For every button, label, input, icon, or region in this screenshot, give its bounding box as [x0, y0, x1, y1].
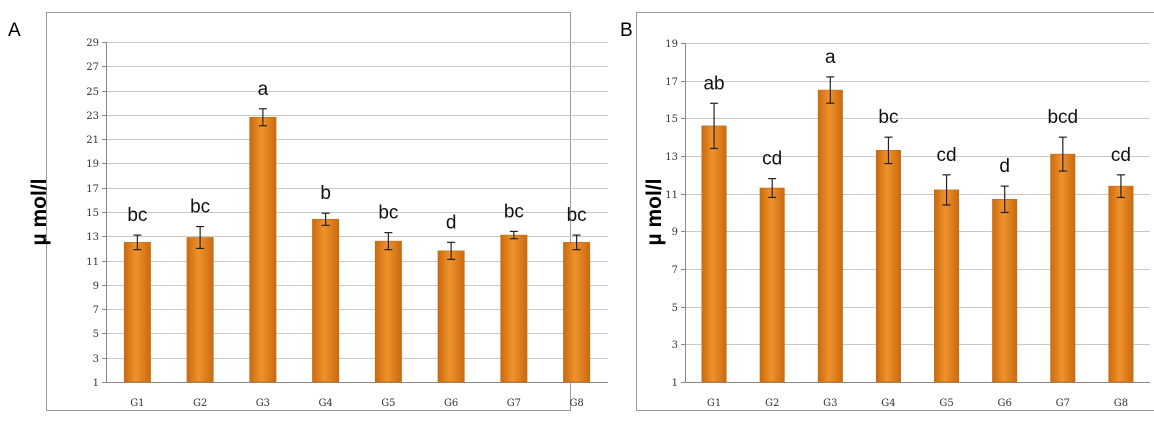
y-tick-label: 17 [665, 77, 678, 88]
significance-label: d [999, 156, 1010, 177]
bar-g3 [249, 116, 277, 383]
significance-label: cd [937, 145, 957, 166]
y-tick-label: 1 [672, 378, 678, 389]
x-tick-label: G8 [569, 398, 583, 409]
significance-label: bc [190, 197, 210, 218]
x-tick-label: G2 [765, 398, 779, 409]
x-tick-label: G3 [823, 398, 837, 409]
y-axis-title: µ mol/l [28, 179, 51, 246]
bar-g8 [1108, 185, 1134, 383]
panel-letter-a: A [8, 20, 21, 41]
bar-g6 [437, 250, 465, 383]
x-tick-label: G4 [318, 398, 332, 409]
y-tick-label: 3 [672, 340, 678, 351]
chart-frame [636, 12, 1154, 411]
y-tick-label: 3 [93, 354, 99, 365]
y-axis-title: µ mol/l [643, 179, 666, 246]
x-tick-label: G2 [193, 398, 207, 409]
x-tick-label: G5 [381, 398, 395, 409]
y-tick-label: 15 [665, 114, 678, 125]
y-tick-label: 25 [86, 87, 99, 98]
x-tick-label: G1 [707, 398, 721, 409]
y-tick-label: 11 [86, 257, 99, 268]
bar-g4 [875, 150, 901, 383]
y-tick-label: 1 [93, 378, 99, 389]
panel-a: A 1 3 5 7 9 11 13 15 17 19 21 23 25 27 29 µ mol/l bc G1 bc… [8, 12, 608, 411]
panel-b: B 1 3 5 7 9 11 13 15 17 19 µ mol/l ab G1 cd G2 a G3 bc G4 c… [620, 0, 1154, 421]
bar-g1 [701, 125, 727, 383]
bar-g4 [312, 218, 340, 383]
significance-label: b [320, 183, 331, 204]
bar-g7 [500, 234, 528, 383]
significance-label: ab [703, 73, 724, 94]
significance-label: cd [1111, 145, 1131, 166]
y-tick-label: 5 [672, 303, 678, 314]
significance-label: bc [127, 205, 147, 226]
y-tick-label: 9 [672, 227, 678, 238]
bar-g6 [992, 199, 1018, 383]
y-tick-label: 13 [665, 152, 678, 163]
x-tick-label: G5 [939, 398, 953, 409]
y-tick-label: 17 [86, 184, 99, 195]
y-tick-label: 5 [93, 329, 99, 340]
y-tick-label: 7 [93, 305, 99, 316]
x-tick-label: G8 [1114, 398, 1128, 409]
chart-frame [46, 12, 571, 411]
y-tick-label: 29 [86, 38, 99, 49]
x-tick-label: G3 [256, 398, 270, 409]
bar-g5 [934, 189, 960, 383]
y-tick-label: 27 [86, 62, 99, 73]
y-tick-label: 19 [86, 159, 99, 170]
significance-label: a [258, 79, 269, 100]
significance-label: bc [378, 203, 398, 224]
bar-g8 [563, 242, 591, 383]
panel-letter-b: B [620, 20, 633, 41]
significance-label: a [825, 47, 836, 68]
significance-label: bcd [1047, 107, 1078, 128]
y-tick-label: 11 [665, 190, 678, 201]
y-tick-label: 21 [86, 135, 99, 146]
significance-label: bc [504, 201, 524, 222]
x-tick-label: G6 [444, 398, 458, 409]
significance-label: d [446, 212, 457, 233]
x-tick-label: G1 [130, 398, 144, 409]
significance-label: cd [762, 149, 782, 170]
significance-label: bc [567, 205, 587, 226]
y-tick-label: 13 [86, 232, 99, 243]
significance-label: bc [878, 107, 898, 128]
bar-g3 [817, 89, 843, 383]
y-tick-label: 7 [672, 265, 678, 276]
y-tick-label: 9 [93, 281, 99, 292]
bar-g7 [1050, 153, 1076, 383]
bar-g1 [123, 242, 151, 383]
x-tick-label: G6 [998, 398, 1012, 409]
x-tick-label: G4 [881, 398, 895, 409]
bar-g2 [759, 187, 785, 383]
bar-g5 [374, 240, 402, 383]
bar-g2 [186, 237, 214, 383]
y-tick-label: 15 [86, 208, 99, 219]
y-tick-label: 23 [86, 111, 99, 122]
x-tick-label: G7 [1056, 398, 1070, 409]
y-tick-label: 19 [665, 39, 678, 50]
x-tick-label: G7 [507, 398, 521, 409]
